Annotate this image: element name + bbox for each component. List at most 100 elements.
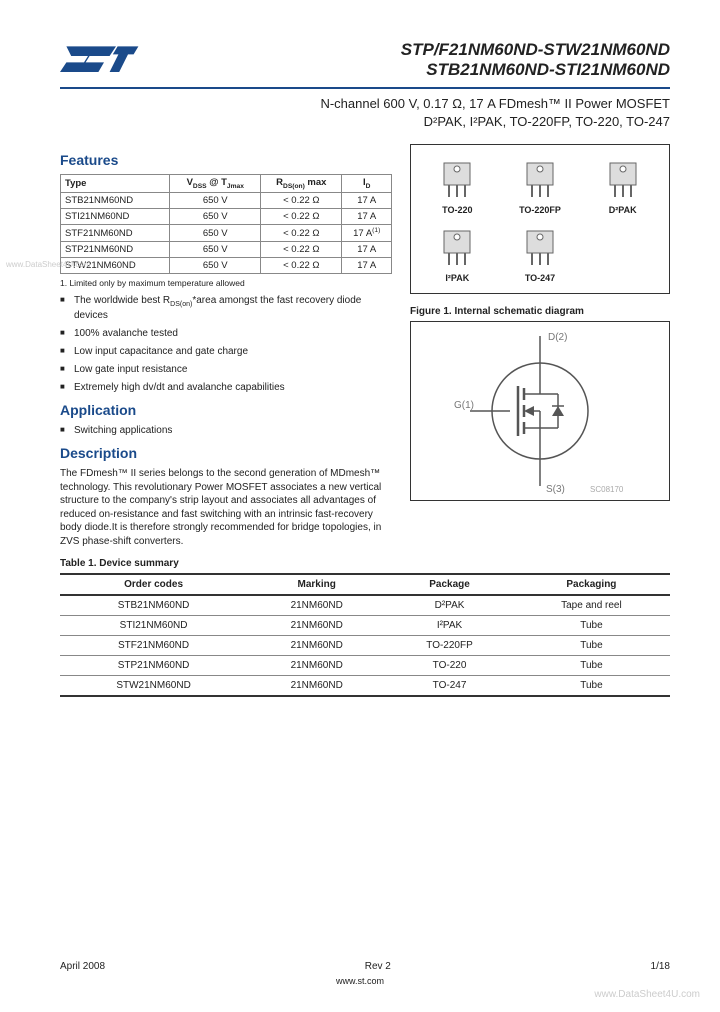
subtitle: N-channel 600 V, 0.17 Ω, 17 A FDmesh™ II… bbox=[60, 95, 670, 130]
footer-date: April 2008 bbox=[60, 961, 105, 972]
summary-td: Tube bbox=[513, 636, 670, 656]
schematic-diagram: D(2) G(1) S(3) SC08170 bbox=[410, 321, 670, 501]
package-item: I²PAK bbox=[419, 223, 496, 283]
param-td: 650 V bbox=[170, 258, 261, 274]
summary-td: STP21NM60ND bbox=[60, 656, 247, 676]
package-label: TO-220FP bbox=[502, 205, 579, 215]
param-th: ID bbox=[342, 175, 392, 193]
description-text: The FDmesh™ II series belongs to the sec… bbox=[60, 467, 392, 548]
summary-table: Order codesMarkingPackagePackaging STB21… bbox=[60, 573, 670, 697]
summary-td: 21NM60ND bbox=[247, 595, 386, 616]
footer-rev: Rev 2 bbox=[365, 961, 391, 972]
param-td: < 0.22 Ω bbox=[261, 242, 342, 258]
param-td: 650 V bbox=[170, 192, 261, 208]
param-td: STF21NM60ND bbox=[61, 224, 170, 241]
package-icon bbox=[594, 155, 652, 203]
summary-th: Marking bbox=[247, 574, 386, 595]
page-footer: April 2008 Rev 2 1/18 bbox=[60, 961, 670, 972]
application-item: Switching applications bbox=[60, 424, 392, 437]
figure1-caption: Figure 1. Internal schematic diagram bbox=[410, 306, 670, 317]
package-icon bbox=[511, 223, 569, 271]
summary-td: TO-247 bbox=[386, 676, 513, 697]
features-heading: Features bbox=[60, 152, 392, 168]
summary-td: Tape and reel bbox=[513, 595, 670, 616]
param-th: VDSS @ TJmax bbox=[170, 175, 261, 193]
summary-th: Packaging bbox=[513, 574, 670, 595]
param-td: < 0.22 Ω bbox=[261, 192, 342, 208]
summary-td: STI21NM60ND bbox=[60, 616, 247, 636]
package-icon bbox=[428, 155, 486, 203]
summary-td: 21NM60ND bbox=[247, 636, 386, 656]
param-td: STB21NM60ND bbox=[61, 192, 170, 208]
param-td: STP21NM60ND bbox=[61, 242, 170, 258]
param-td: 650 V bbox=[170, 242, 261, 258]
summary-td: TO-220 bbox=[386, 656, 513, 676]
feature-item: The worldwide best RDS(on)*area amongst … bbox=[60, 294, 392, 322]
package-item: TO-247 bbox=[502, 223, 579, 283]
summary-td: Tube bbox=[513, 656, 670, 676]
title-line-2: STB21NM60ND-STI21NM60ND bbox=[401, 60, 670, 80]
table1-caption: Table 1. Device summary bbox=[60, 558, 670, 569]
feature-item: Low gate input resistance bbox=[60, 363, 392, 376]
summary-th: Package bbox=[386, 574, 513, 595]
param-td: STI21NM60ND bbox=[61, 208, 170, 224]
param-td: 17 A bbox=[342, 258, 392, 274]
param-th: Type bbox=[61, 175, 170, 193]
summary-td: Tube bbox=[513, 616, 670, 636]
package-item: D²PAK bbox=[584, 155, 661, 215]
summary-th: Order codes bbox=[60, 574, 247, 595]
summary-td: TO-220FP bbox=[386, 636, 513, 656]
watermark-left: www.DataSheet4U.com bbox=[6, 260, 90, 269]
header-rule bbox=[60, 87, 670, 89]
package-icon bbox=[428, 223, 486, 271]
package-item: TO-220FP bbox=[502, 155, 579, 215]
param-td: < 0.22 Ω bbox=[261, 224, 342, 241]
feature-item: Extremely high dv/dt and avalanche capab… bbox=[60, 381, 392, 394]
pin-s-label: S(3) bbox=[546, 484, 565, 495]
footer-url: www.st.com bbox=[0, 976, 720, 986]
param-td: 17 A(1) bbox=[342, 224, 392, 241]
param-td: 650 V bbox=[170, 208, 261, 224]
summary-td: 21NM60ND bbox=[247, 656, 386, 676]
schematic-code: SC08170 bbox=[590, 485, 624, 494]
footer-page: 1/18 bbox=[651, 961, 670, 972]
summary-td: STB21NM60ND bbox=[60, 595, 247, 616]
pin-d-label: D(2) bbox=[548, 332, 567, 343]
package-label: I²PAK bbox=[419, 273, 496, 283]
watermark-right: www.DataSheet4U.com bbox=[594, 989, 700, 1000]
subtitle-line-2: D²PAK, I²PAK, TO-220FP, TO-220, TO-247 bbox=[60, 113, 670, 131]
package-label: TO-247 bbox=[502, 273, 579, 283]
subtitle-line-1: N-channel 600 V, 0.17 Ω, 17 A FDmesh™ II… bbox=[60, 95, 670, 113]
package-label: D²PAK bbox=[584, 205, 661, 215]
param-td: < 0.22 Ω bbox=[261, 208, 342, 224]
title-block: STP/F21NM60ND-STW21NM60ND STB21NM60ND-ST… bbox=[401, 40, 670, 80]
summary-td: D²PAK bbox=[386, 595, 513, 616]
title-line-1: STP/F21NM60ND-STW21NM60ND bbox=[401, 40, 670, 60]
summary-td: 21NM60ND bbox=[247, 676, 386, 697]
summary-td: 21NM60ND bbox=[247, 616, 386, 636]
features-list: The worldwide best RDS(on)*area amongst … bbox=[60, 294, 392, 394]
package-label: TO-220 bbox=[419, 205, 496, 215]
package-item: TO-220 bbox=[419, 155, 496, 215]
pin-g-label: G(1) bbox=[454, 400, 474, 411]
feature-item: 100% avalanche tested bbox=[60, 327, 392, 340]
application-list: Switching applications bbox=[60, 424, 392, 437]
param-td: 650 V bbox=[170, 224, 261, 241]
feature-item: Low input capacitance and gate charge bbox=[60, 345, 392, 358]
summary-td: STF21NM60ND bbox=[60, 636, 247, 656]
summary-td: Tube bbox=[513, 676, 670, 697]
param-td: < 0.22 Ω bbox=[261, 258, 342, 274]
summary-td: STW21NM60ND bbox=[60, 676, 247, 697]
param-footnote: 1. Limited only by maximum temperature a… bbox=[60, 278, 392, 288]
param-td: 17 A bbox=[342, 192, 392, 208]
param-td: 17 A bbox=[342, 242, 392, 258]
param-th: RDS(on) max bbox=[261, 175, 342, 193]
description-heading: Description bbox=[60, 445, 392, 461]
param-td: 17 A bbox=[342, 208, 392, 224]
st-logo bbox=[60, 40, 140, 83]
summary-td: I²PAK bbox=[386, 616, 513, 636]
package-icon bbox=[511, 155, 569, 203]
application-heading: Application bbox=[60, 402, 392, 418]
param-table: TypeVDSS @ TJmaxRDS(on) maxID STB21NM60N… bbox=[60, 174, 392, 274]
package-box: TO-220 TO-220FP D²PAK I²PAK TO-247 bbox=[410, 144, 670, 294]
